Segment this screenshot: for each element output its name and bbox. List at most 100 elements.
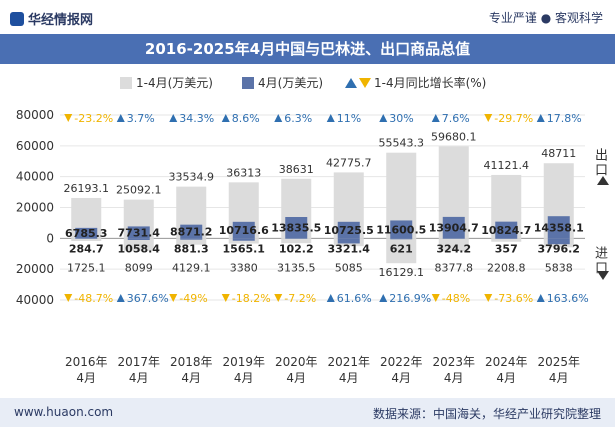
label-import-month: 881.3: [174, 242, 209, 255]
bar-import-month: [337, 238, 360, 244]
top-bar: 华经情报网 专业严谨 ● 客观科学: [0, 0, 615, 34]
x-tick-label-month: 4月: [549, 371, 569, 385]
label-export-growth: 6.3%: [284, 112, 312, 125]
x-tick-label-year: 2024年: [485, 355, 528, 369]
x-tick-label-year: 2020年: [275, 355, 318, 369]
label-export-growth: 17.8%: [547, 112, 582, 125]
up-triangle-icon: [326, 114, 335, 122]
import-arrow-down-icon: [597, 271, 609, 280]
label-export-month: 6785.3: [65, 227, 107, 240]
label-export-ytd: 59680.1: [431, 130, 477, 143]
label-export-growth: 34.3%: [179, 112, 214, 125]
legend-swatch-month: [242, 77, 254, 89]
x-tick-label-month: 4月: [286, 371, 306, 385]
down-triangle-icon: [64, 294, 73, 302]
label-import-ytd: 3135.5: [277, 261, 316, 274]
label-import-growth: 61.6%: [337, 292, 372, 305]
label-import-ytd: 2208.8: [487, 261, 526, 274]
x-tick-label-month: 4月: [391, 371, 411, 385]
down-triangle-icon: [64, 114, 73, 122]
label-export-growth: 30%: [389, 112, 413, 125]
label-import-ytd: 3380: [230, 261, 258, 274]
x-tick-label-year: 2017年: [117, 355, 160, 369]
label-export-growth: 11%: [337, 112, 361, 125]
legend-down-triangle-icon: [359, 78, 371, 88]
up-triangle-icon: [116, 114, 125, 122]
label-export-month: 7731.4: [118, 226, 161, 239]
footer-source: 数据来源：中国海关，华经产业研究院整理: [372, 407, 601, 421]
label-export-ytd: 42775.7: [326, 156, 372, 169]
label-import-month: 357: [495, 242, 518, 255]
y-tick-label: 0: [46, 231, 54, 245]
legend-label-month: 4月(万美元): [258, 76, 323, 90]
bar-import-ytd: [176, 238, 207, 245]
bar-import-month: [127, 238, 150, 240]
y-tick-label: 20000: [16, 201, 54, 215]
label-export-ytd: 48711: [541, 147, 576, 160]
footer-site: www.huaon.com: [14, 405, 114, 419]
x-tick-label-month: 4月: [129, 371, 149, 385]
x-tick-label-month: 4月: [339, 371, 359, 385]
brand-logo: 华经情报网: [10, 9, 93, 28]
label-import-growth: 216.9%: [389, 292, 431, 305]
label-import-month: 324.2: [436, 242, 471, 255]
label-import-ytd: 16129.1: [379, 266, 425, 279]
bar-export-month: [337, 221, 360, 239]
x-tick-label-month: 4月: [234, 371, 254, 385]
down-triangle-icon: [484, 114, 493, 122]
label-import-ytd: 4129.1: [172, 261, 211, 274]
bar-import-ytd: [281, 238, 312, 244]
logo-icon: [10, 12, 24, 26]
slogan: 专业严谨 ● 客观科学: [488, 11, 603, 25]
label-export-ytd: 38631: [279, 163, 314, 176]
y-tick-label: 60000: [16, 139, 54, 153]
legend-up-triangle-icon: [345, 78, 357, 88]
chart-title: 2016-2025年4月中国与巴林进、出口商品总值: [0, 34, 615, 64]
bar-chart: 1-4月(万美元) 4月(万美元) 1-4月同比增长率(%) 80000 60000 40…: [16, 75, 609, 385]
bar-import-ytd: [438, 238, 469, 252]
footer: www.huaon.com 数据来源：中国海关，华经产业研究院整理: [0, 398, 615, 427]
bar-import-month: [285, 238, 308, 239]
y-tick-label: 40000: [16, 170, 54, 184]
bar-export-month: [232, 221, 255, 239]
bar-import-month: [390, 238, 413, 240]
y-tick-label: 20000: [16, 262, 54, 276]
label-import-ytd: 8099: [125, 261, 153, 274]
label-export-ytd: 25092.1: [116, 184, 162, 197]
label-import-ytd: 8377.8: [435, 261, 474, 274]
bar-export-month: [180, 224, 203, 239]
bar-export-month: [495, 221, 518, 239]
x-tick-label-month: 4月: [76, 371, 96, 385]
up-triangle-icon: [221, 114, 230, 122]
bar-export-month: [285, 217, 308, 239]
label-import-growth: -48%: [442, 292, 470, 305]
label-import-growth: -49%: [179, 292, 207, 305]
brand-name: 华经情报网: [28, 13, 94, 28]
x-tick-label-month: 4月: [181, 371, 201, 385]
label-export-ytd: 26193.1: [64, 182, 110, 195]
up-triangle-icon: [431, 114, 440, 122]
bar-import-month: [180, 238, 203, 240]
label-import-month: 1565.1: [223, 242, 265, 255]
x-tick-label-year: 2019年: [222, 355, 265, 369]
label-import-ytd: 1725.1: [67, 261, 106, 274]
label-export-growth: 8.6%: [232, 112, 260, 125]
export-side-label: 出口: [592, 148, 607, 178]
up-triangle-icon: [274, 114, 283, 122]
export-arrow-up-icon: [597, 176, 609, 185]
bar-import-ytd: [491, 238, 522, 242]
label-export-growth: 3.7%: [127, 112, 155, 125]
label-export-ytd: 41121.4: [484, 159, 530, 172]
legend-label-growth: 1-4月同比增长率(%): [374, 75, 486, 90]
label-export-month: 10716.6: [219, 224, 269, 237]
bar-import-month: [495, 238, 518, 239]
label-import-growth: -18.2%: [232, 292, 271, 305]
label-export-month: 13904.7: [429, 222, 479, 235]
x-tick-label-month: 4月: [444, 371, 464, 385]
label-import-ytd: 5085: [335, 261, 363, 274]
label-import-month: 102.2: [279, 242, 314, 255]
bar-import-ytd: [123, 238, 154, 251]
label-import-growth: -7.2%: [284, 292, 316, 305]
label-import-month: 284.7: [69, 242, 104, 255]
down-triangle-icon: [484, 294, 493, 302]
